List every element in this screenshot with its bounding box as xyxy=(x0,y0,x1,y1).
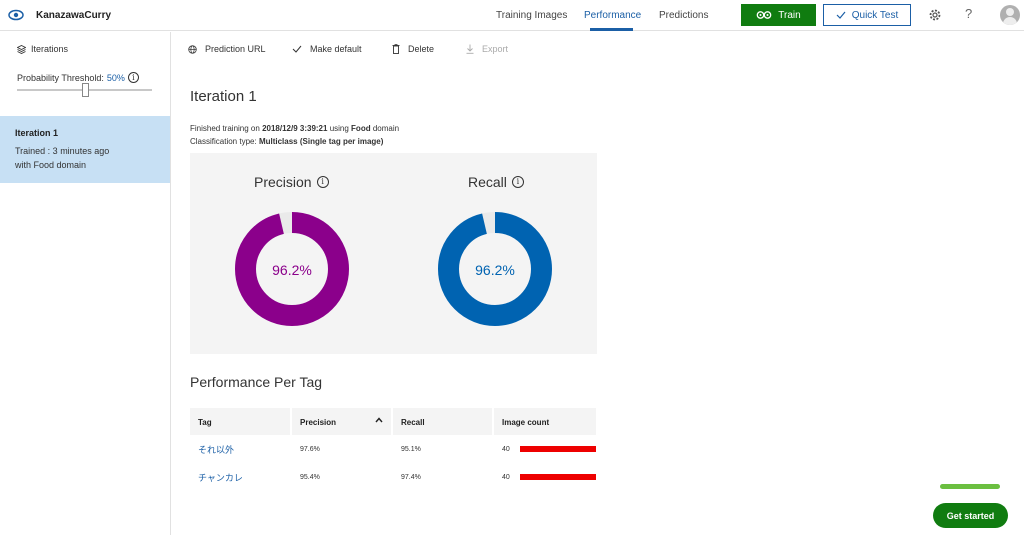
training-info: Finished training on 2018/12/9 3:39:21 u… xyxy=(190,124,399,133)
table-row: チャンカレ 95.4% 97.4% 40 xyxy=(190,463,596,491)
tag-image-count: 40 xyxy=(494,474,596,481)
tag-link[interactable]: それ以外 xyxy=(198,444,235,455)
precision-label: Precision xyxy=(254,174,312,190)
eye-logo-icon[interactable] xyxy=(8,8,24,22)
threshold-value: 50% xyxy=(106,72,125,83)
class-type-prefix: Classification type: xyxy=(190,137,257,146)
tag-image-count: 40 xyxy=(494,446,596,453)
tag-precision: 97.6% xyxy=(300,445,320,453)
tab-performance[interactable]: Performance xyxy=(584,10,642,21)
recall-label: Recall xyxy=(468,174,507,190)
using-text: using xyxy=(329,124,349,133)
delete-label: Delete xyxy=(408,44,435,54)
class-type-value: Multiclass (Single tag per image) xyxy=(258,137,384,146)
finished-prefix: Finished training on xyxy=(190,124,260,133)
column-header-recall[interactable]: Recall xyxy=(393,408,494,435)
sort-ascending-icon xyxy=(375,417,383,423)
globe-icon xyxy=(188,44,197,54)
top-bar: KanazawaCurry Training Images Performanc… xyxy=(0,0,1024,31)
iterations-header: Iterations xyxy=(17,44,68,54)
iteration-domain: with Food domain xyxy=(15,160,87,170)
prediction-url-button[interactable]: Prediction URL xyxy=(188,44,266,54)
checkmark-icon xyxy=(292,45,302,53)
column-header-precision[interactable]: Precision xyxy=(292,408,393,435)
quick-test-button[interactable]: Quick Test xyxy=(823,4,911,26)
recall-arc xyxy=(438,212,552,326)
info-icon[interactable]: i xyxy=(127,72,139,83)
prediction-url-label: Prediction URL xyxy=(205,44,266,54)
precision-title: Precision i xyxy=(254,174,329,190)
threshold-label: Probability Threshold: xyxy=(17,72,104,83)
train-button[interactable]: Train xyxy=(741,4,816,26)
recall-value: 96.2% xyxy=(475,262,515,278)
download-icon xyxy=(466,44,474,54)
info-icon[interactable]: i xyxy=(316,176,329,188)
iteration-list-item[interactable]: Iteration 1 Trained : 3 minutes ago with… xyxy=(0,116,170,183)
probability-threshold: Probability Threshold: 50% i xyxy=(17,72,139,83)
iterations-label: Iterations xyxy=(31,44,69,54)
precision-donut-chart: 96.2% xyxy=(235,212,349,326)
image-count-value: 40 xyxy=(502,445,510,453)
precision-arc xyxy=(235,212,349,326)
column-header-image-count[interactable]: Image count xyxy=(502,418,550,427)
avatar[interactable] xyxy=(1000,5,1020,25)
iteration-trained-time: Trained : 3 minutes ago xyxy=(15,146,110,156)
domain-suffix: domain xyxy=(372,124,400,133)
info-icon[interactable]: i xyxy=(511,176,524,188)
gear-icon[interactable] xyxy=(928,8,942,22)
active-tab-indicator xyxy=(590,28,633,31)
column-header-tag[interactable]: Tag xyxy=(190,408,292,435)
get-started-button[interactable]: Get started xyxy=(933,503,1008,528)
threshold-slider-thumb[interactable] xyxy=(81,83,89,97)
export-button[interactable]: Export xyxy=(466,44,508,54)
precision-header-label: Precision xyxy=(300,418,337,427)
checkmark-icon xyxy=(836,11,846,19)
help-icon[interactable]: ? xyxy=(965,6,973,21)
get-started-progress xyxy=(940,484,1000,489)
table-header: Tag Precision Recall Image count xyxy=(190,408,596,435)
tag-precision: 95.4% xyxy=(300,473,320,481)
tab-predictions[interactable]: Predictions xyxy=(659,10,709,21)
finished-date: 2018/12/9 3:39:21 xyxy=(262,124,328,133)
make-default-label: Make default xyxy=(310,44,362,54)
tag-link[interactable]: チャンカレ xyxy=(198,472,243,483)
sidebar: Iterations Probability Threshold: 50% i … xyxy=(0,32,171,535)
performance-table: Tag Precision Recall Image count それ以外 97… xyxy=(190,408,596,491)
metrics-panel: Precision i 96.2% Recall i 96.2% xyxy=(190,153,597,354)
trash-icon xyxy=(392,44,400,54)
recall-donut-chart: 96.2% xyxy=(438,212,552,326)
image-count-value: 40 xyxy=(502,473,510,481)
make-default-button[interactable]: Make default xyxy=(292,44,362,54)
image-count-bar xyxy=(519,473,596,480)
iteration-name: Iteration 1 xyxy=(15,128,59,138)
domain-name: Food xyxy=(351,124,371,133)
tag-recall: 97.4% xyxy=(401,473,421,481)
delete-button[interactable]: Delete xyxy=(392,44,434,54)
image-count-bar xyxy=(519,445,596,452)
table-row: それ以外 97.6% 95.1% 40 xyxy=(190,435,596,463)
precision-value: 96.2% xyxy=(272,262,312,278)
layers-icon xyxy=(17,44,26,54)
performance-per-tag-title: Performance Per Tag xyxy=(190,374,323,390)
gears-icon xyxy=(756,11,772,19)
classification-type: Classification type: Multiclass (Single … xyxy=(190,137,383,146)
tab-training-images[interactable]: Training Images xyxy=(496,10,568,21)
train-label: Train xyxy=(778,9,801,21)
tag-recall: 95.1% xyxy=(401,445,421,453)
export-label: Export xyxy=(482,44,509,54)
recall-title: Recall i xyxy=(468,174,524,190)
quick-test-label: Quick Test xyxy=(851,9,899,21)
page-title: Iteration 1 xyxy=(190,88,257,105)
project-title: KanazawaCurry xyxy=(36,10,112,21)
